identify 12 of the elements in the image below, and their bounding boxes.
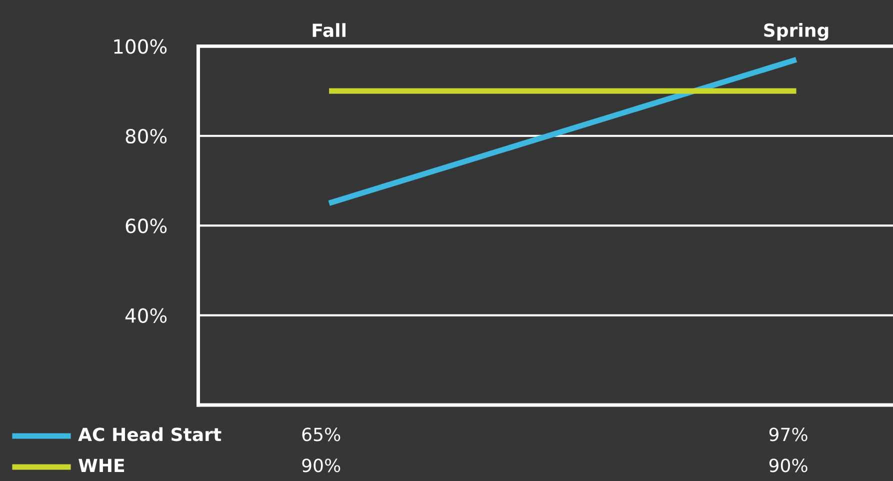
x-tick-label: Fall <box>312 23 346 38</box>
x-tick-label: Spring <box>764 23 828 41</box>
data-label: 90% <box>302 458 340 472</box>
data-label: 90% <box>769 458 808 472</box>
y-tick-label: 60% <box>126 218 167 234</box>
legend-label: AC Head Start <box>78 427 222 442</box>
legend-label: WHE <box>78 458 124 472</box>
data-label: 97% <box>769 428 808 442</box>
y-tick-label: 100% <box>114 39 167 54</box>
y-tick-label: 80% <box>126 128 167 144</box>
data-label: 65% <box>302 428 340 442</box>
y-tick-label: 40% <box>125 308 167 323</box>
